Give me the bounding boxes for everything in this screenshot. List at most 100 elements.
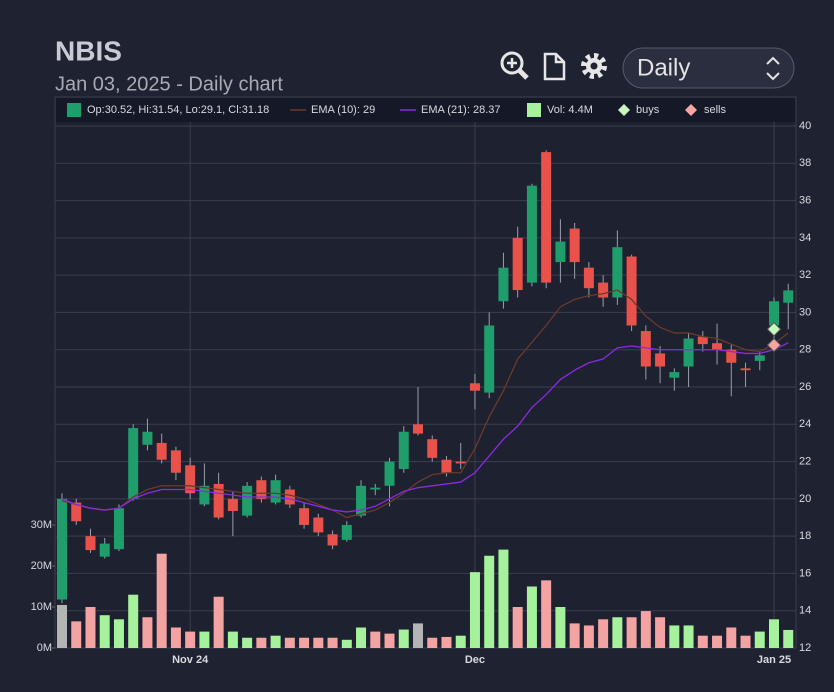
volume-bar xyxy=(213,596,224,648)
candle-body xyxy=(783,290,794,303)
candle-body xyxy=(683,338,694,367)
volume-bar xyxy=(669,625,680,648)
volume-bar xyxy=(284,637,295,648)
ticker: NBIS xyxy=(55,35,122,66)
volume-bar xyxy=(313,637,324,648)
settings-icon[interactable] xyxy=(581,53,607,79)
volume-bar xyxy=(99,615,110,648)
candle-body xyxy=(170,450,181,473)
candle-body xyxy=(413,424,423,434)
volume-bar xyxy=(583,625,594,648)
volume-bar xyxy=(71,621,82,648)
legend-swatch xyxy=(527,103,541,117)
volume-bar xyxy=(113,619,124,648)
candle-body xyxy=(185,465,196,494)
y-tick-label: 34 xyxy=(799,232,811,244)
y-tick-label: 14 xyxy=(799,605,811,617)
volume-bar xyxy=(612,617,623,648)
volume-bar xyxy=(498,549,509,648)
zoom-icon[interactable] xyxy=(500,51,529,80)
candle-body xyxy=(85,536,96,551)
volume-bar xyxy=(227,631,238,648)
ema-line xyxy=(61,289,789,519)
y-tick-label: 22 xyxy=(799,455,811,467)
volume-bar xyxy=(270,635,281,648)
candle-body xyxy=(498,267,509,302)
candle-body xyxy=(370,487,381,490)
volume-bar xyxy=(199,631,210,648)
trade-marker xyxy=(766,321,782,337)
candle-body xyxy=(512,237,523,291)
y-tick-label: 38 xyxy=(799,157,811,169)
candle-body xyxy=(655,353,666,367)
volume-bar xyxy=(384,633,395,648)
volume-bar xyxy=(413,623,423,648)
volume-bar xyxy=(512,607,523,648)
volume-bar xyxy=(170,627,181,648)
volume-bar xyxy=(683,625,694,648)
volume-bar xyxy=(469,572,480,648)
candle-body xyxy=(142,431,153,445)
candle-body xyxy=(441,459,452,473)
candle-body xyxy=(697,336,708,345)
volume-bar xyxy=(356,627,367,648)
x-tick-label: Nov 24 xyxy=(172,654,209,666)
volume-bar xyxy=(541,580,552,648)
y-tick-label: 12 xyxy=(799,642,811,654)
candle-body xyxy=(455,461,466,464)
legend-label: Vol: 4.4M xyxy=(547,104,593,116)
candle-body xyxy=(640,331,651,367)
legend-strip xyxy=(56,98,795,122)
volume-bar xyxy=(569,623,580,648)
y-tick-label: 28 xyxy=(799,344,811,356)
candle-body xyxy=(555,241,566,263)
volume-bar xyxy=(256,637,267,648)
volume-bar xyxy=(370,631,381,648)
candle-body xyxy=(384,461,395,486)
candle-body xyxy=(526,185,537,283)
document-icon[interactable] xyxy=(543,52,566,81)
volume-bar xyxy=(242,637,253,648)
legend-diamond xyxy=(618,104,630,116)
y-tick-label: 32 xyxy=(799,269,811,281)
volume-bar xyxy=(697,635,708,648)
volume-bar xyxy=(427,637,438,648)
candle-body xyxy=(256,480,267,499)
candle-body xyxy=(71,502,82,522)
volume-tick-label: 10M xyxy=(31,601,52,613)
candle-body xyxy=(356,485,367,516)
y-tick-label: 36 xyxy=(799,194,811,206)
volume-bar xyxy=(142,617,153,648)
volume-bar xyxy=(128,594,139,648)
candle-body xyxy=(583,267,594,289)
candle-body xyxy=(199,485,210,505)
volume-bar xyxy=(185,631,196,648)
candle-body xyxy=(740,368,751,371)
subtitle: Jan 03, 2025 - Daily chart xyxy=(55,73,283,95)
candle-body xyxy=(541,152,552,283)
candle-body xyxy=(156,442,167,460)
volume-tick-label: 30M xyxy=(31,519,52,531)
candle-body xyxy=(299,508,310,525)
legend-diamond xyxy=(685,104,697,116)
volume-bar xyxy=(740,635,751,648)
candle-body xyxy=(242,485,253,516)
volume-bar xyxy=(754,631,765,648)
ema-line xyxy=(61,342,789,513)
legend-label: EMA (21): 28.37 xyxy=(421,104,501,116)
trade-marker xyxy=(766,337,782,353)
volume-bar xyxy=(526,586,537,648)
x-tick-label: Jan 25 xyxy=(757,654,791,666)
candle-body xyxy=(669,372,680,378)
legend-label: sells xyxy=(704,104,727,116)
candle-body xyxy=(626,256,637,326)
y-tick-label: 18 xyxy=(799,530,811,542)
volume-bar xyxy=(626,617,637,648)
interval-select[interactable]: Daily xyxy=(622,47,795,89)
volume-bar xyxy=(555,607,566,648)
candle-body xyxy=(598,282,609,298)
volume-bar xyxy=(726,627,737,648)
legend-label: buys xyxy=(636,104,660,116)
